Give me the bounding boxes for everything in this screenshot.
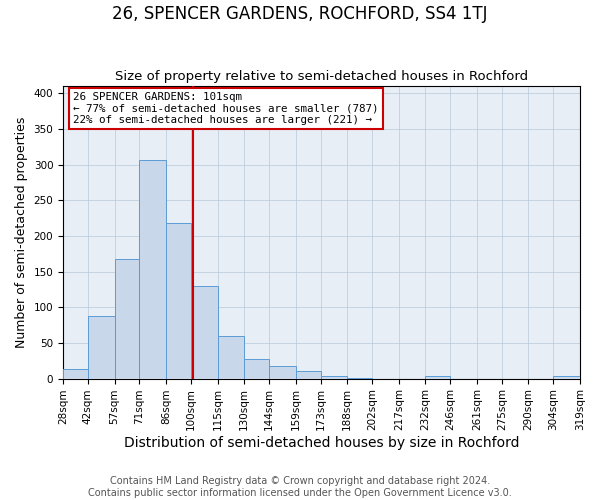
Bar	[115, 260, 139, 378]
Bar	[320, 376, 347, 378]
Bar	[218, 336, 244, 378]
Bar	[269, 366, 296, 378]
Bar	[63, 370, 88, 378]
X-axis label: Distribution of semi-detached houses by size in Rochford: Distribution of semi-detached houses by …	[124, 436, 519, 450]
Bar	[244, 360, 269, 378]
Bar	[139, 160, 166, 378]
Text: 26 SPENCER GARDENS: 101sqm
← 77% of semi-detached houses are smaller (787)
22% o: 26 SPENCER GARDENS: 101sqm ← 77% of semi…	[73, 92, 379, 125]
Text: Contains HM Land Registry data © Crown copyright and database right 2024.
Contai: Contains HM Land Registry data © Crown c…	[88, 476, 512, 498]
Bar	[166, 223, 191, 378]
Bar	[425, 376, 451, 378]
Bar	[553, 376, 580, 378]
Bar	[191, 286, 218, 378]
Bar	[88, 316, 115, 378]
Bar	[296, 372, 320, 378]
Title: Size of property relative to semi-detached houses in Rochford: Size of property relative to semi-detach…	[115, 70, 528, 84]
Text: 26, SPENCER GARDENS, ROCHFORD, SS4 1TJ: 26, SPENCER GARDENS, ROCHFORD, SS4 1TJ	[112, 5, 488, 23]
Y-axis label: Number of semi-detached properties: Number of semi-detached properties	[15, 116, 28, 348]
